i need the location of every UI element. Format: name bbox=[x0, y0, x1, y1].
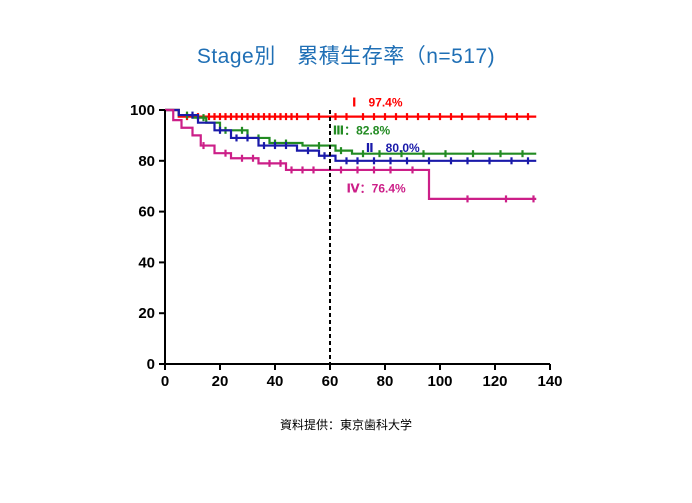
y-tick-label: 40 bbox=[138, 254, 155, 271]
y-tick-label: 20 bbox=[138, 305, 155, 322]
x-tick-label: 60 bbox=[322, 373, 339, 390]
y-tick-label: 100 bbox=[130, 102, 155, 119]
x-tick-label: 80 bbox=[377, 373, 394, 390]
series-label-2: Ⅱ 80.0% bbox=[366, 141, 420, 155]
series-layer bbox=[165, 108, 537, 203]
y-tick-label: 0 bbox=[147, 356, 155, 373]
series-labels: Ⅰ 97.4% Ⅲ：82.8% Ⅱ 80.0% Ⅳ：76.4% bbox=[333, 95, 420, 195]
x-tick-label: 0 bbox=[161, 373, 169, 390]
x-tick-label: 20 bbox=[212, 373, 229, 390]
series-line-2 bbox=[165, 108, 537, 162]
x-tick-label: 140 bbox=[537, 373, 562, 390]
chart-title: Stage別 累積生存率（n=517) bbox=[196, 45, 496, 68]
y-tick-label: 60 bbox=[138, 204, 155, 221]
x-tick-label: 100 bbox=[427, 373, 452, 390]
series-label-3: Ⅳ：76.4% bbox=[347, 182, 407, 196]
x-tick-label: 40 bbox=[267, 373, 284, 390]
axes: 0 20 40 60 80 100 0 20 40 60 80 100 120 140 bbox=[130, 102, 563, 390]
series-label-0: Ⅰ 97.4% bbox=[352, 95, 403, 109]
x-tick-label: 120 bbox=[482, 373, 507, 390]
source-note: 資料提供：東京歯科大学 bbox=[279, 418, 412, 432]
y-tick-label: 80 bbox=[138, 153, 155, 170]
series-label-1: Ⅲ：82.8% bbox=[333, 123, 391, 137]
series-line-3 bbox=[165, 108, 537, 200]
